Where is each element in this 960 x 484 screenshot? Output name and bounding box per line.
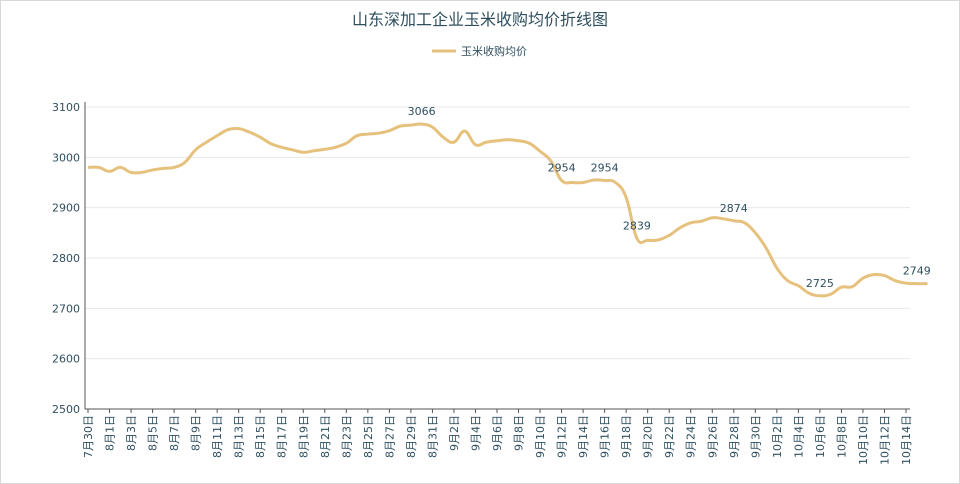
x-tick-label: 8月5日 [147,415,160,451]
x-tick-label: 9月10日 [534,415,547,458]
legend-label: 玉米收购均价 [461,44,527,58]
x-tick-label: 10月4日 [792,415,805,458]
data-label: 2725 [806,277,834,290]
x-tick-label: 8月25日 [362,415,375,458]
x-tick-label: 8月27日 [383,415,396,458]
x-tick-label: 9月26日 [706,415,719,458]
x-tick-label: 10月6日 [814,415,827,458]
x-tick-label: 9月24日 [685,415,698,458]
x-tick-label: 8月1日 [104,415,117,451]
x-tick-label: 8月31日 [426,415,439,458]
x-tick-label: 9月30日 [749,415,762,458]
x-tick-label: 10月10日 [857,415,870,465]
x-tick-label: 9月8日 [513,415,526,451]
data-label: 2839 [623,219,651,232]
x-tick-label: 8月29日 [405,415,418,458]
data-label: 3066 [408,105,436,118]
data-label: 2954 [591,161,619,174]
x-tick-label: 10月2日 [771,415,784,458]
x-tick-label: 9月20日 [642,415,655,458]
x-tick-label: 10月12日 [878,415,891,465]
y-tick-label: 2900 [52,202,80,215]
x-tick-label: 9月2日 [448,415,461,451]
x-tick-label: 8月17日 [276,415,289,458]
y-tick-label: 2600 [52,353,80,366]
x-tick-label: 9月16日 [599,415,612,458]
data-label: 2874 [720,202,748,215]
y-tick-label: 3100 [52,101,80,114]
chart-title: 山东深加工企业玉米收购均价折线图 [352,10,608,29]
x-tick-label: 9月4日 [469,415,482,451]
x-tick-label: 8月3日 [125,415,138,451]
y-tick-label: 2800 [52,252,80,265]
x-tick-label: 9月12日 [556,415,569,458]
data-line [87,122,928,298]
y-tick-label: 3000 [52,151,80,164]
data-label: 2954 [548,161,576,174]
x-tick-label: 10月14日 [900,415,913,465]
x-tick-label: 7月30日 [82,415,95,458]
x-tick-label: 9月28日 [728,415,741,458]
legend: 玉米收购均价 [432,44,527,58]
x-tick-label: 8月21日 [319,415,332,458]
x-tick-label: 8月11日 [211,415,224,458]
data-label: 2749 [903,265,931,278]
x-tick-label: 9月18日 [620,415,633,458]
x-tick-label: 8月23日 [340,415,353,458]
y-tick-label: 2700 [52,302,80,315]
x-tick-label: 8月19日 [297,415,310,458]
x-tick-label: 8月9日 [190,415,203,451]
x-tick-label: 10月8日 [835,415,848,458]
x-tick-label: 9月6日 [491,415,504,451]
x-tick-label: 8月15日 [254,415,267,458]
y-tick-label: 2500 [52,403,80,416]
x-tick-label: 9月14日 [577,415,590,458]
x-tick-label: 8月13日 [233,415,246,458]
x-tick-label: 9月22日 [663,415,676,458]
x-tick-label: 8月7日 [168,415,181,451]
